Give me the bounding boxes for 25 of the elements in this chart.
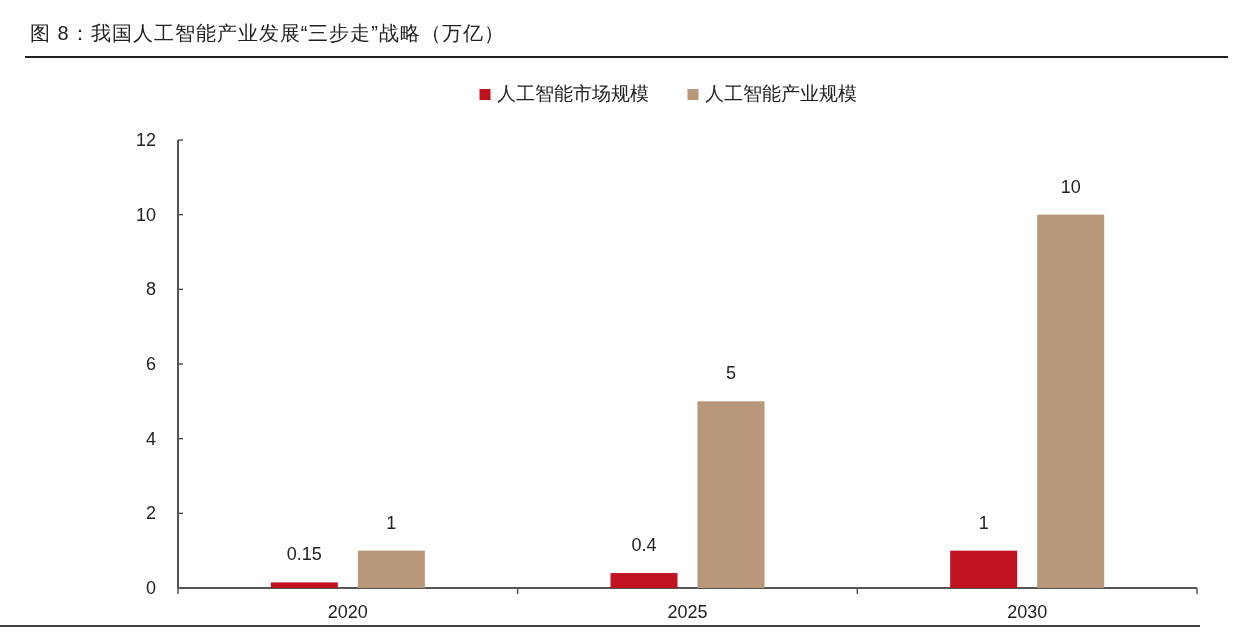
y-tick-label: 8	[145, 279, 156, 300]
bar	[357, 550, 425, 588]
y-tick-label: 0	[145, 578, 156, 598]
data-label: 10	[1060, 176, 1081, 197]
data-label: 5	[725, 363, 737, 384]
legend-label: 人工智能市场规模	[496, 83, 649, 104]
bar	[610, 573, 678, 588]
bar	[1037, 214, 1105, 588]
x-tick-label: 2020	[327, 602, 368, 622]
y-tick-label: 10	[135, 204, 156, 225]
data-label: 0.15	[286, 544, 322, 565]
y-tick-label: 6	[145, 354, 156, 374]
chart-title: 图 8：我国人工智能产业发展“三步走”战略（万亿）	[30, 22, 505, 44]
x-tick-label: 2030	[1007, 602, 1048, 622]
bar	[950, 550, 1018, 588]
bar	[270, 582, 338, 588]
data-label: 0.4	[631, 535, 657, 556]
y-tick-label: 4	[145, 428, 156, 449]
y-tick-label: 2	[145, 503, 156, 524]
y-tick-label: 12	[135, 130, 156, 150]
data-label: 1	[386, 512, 397, 533]
legend-label: 人工智能产业规模	[704, 83, 857, 104]
data-label: 1	[978, 512, 989, 533]
bar	[697, 401, 765, 588]
x-tick-label: 2025	[667, 602, 708, 622]
